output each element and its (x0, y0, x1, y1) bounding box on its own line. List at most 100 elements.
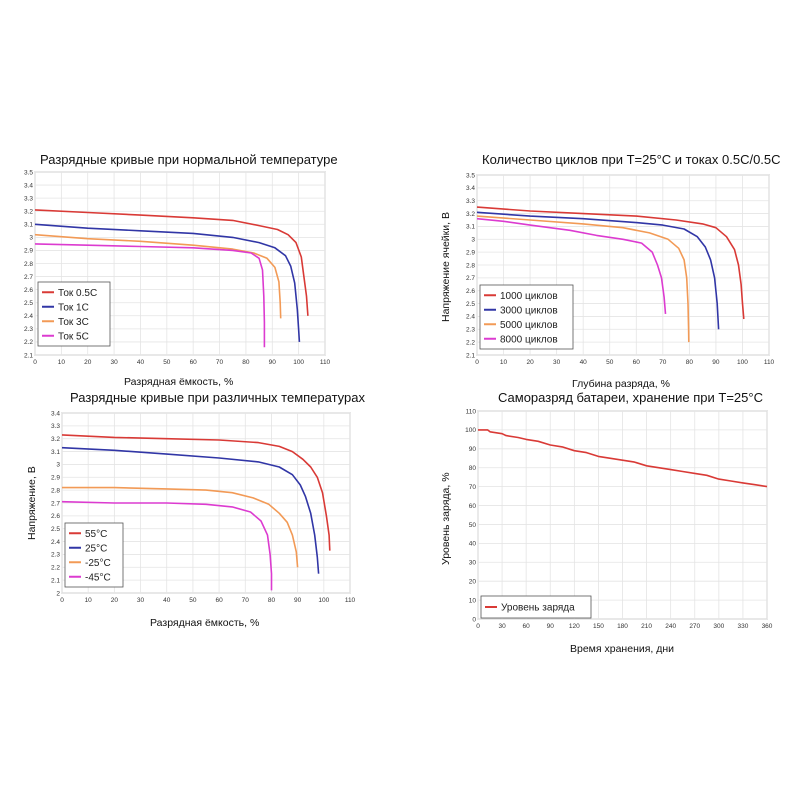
x-tick-label: 300 (713, 623, 724, 630)
x-tick-label: 10 (58, 359, 66, 366)
x-tick-label: 80 (242, 359, 250, 366)
x-tick-label: 40 (137, 359, 145, 366)
legend-label: 55°C (85, 529, 107, 540)
y-tick-label: 2.8 (466, 262, 475, 269)
y-tick-label: 3 (471, 237, 475, 244)
y-tick-label: 2.8 (24, 261, 33, 268)
legend-label: 3000 циклов (500, 305, 558, 316)
x-tick-label: 0 (60, 597, 64, 604)
x-tick-label: 50 (606, 359, 614, 366)
y-tick-label: 90 (469, 446, 477, 453)
y-tick-label: 2.9 (51, 475, 60, 482)
series-line (476, 217, 667, 314)
x-tick-label: 60 (523, 623, 531, 630)
y-tick-label: 3.3 (24, 195, 33, 202)
x-tick-label: 210 (641, 623, 652, 630)
y-tick-label: 2.6 (51, 513, 60, 520)
y-tick-label: 110 (466, 408, 477, 415)
y-tick-label: 2.7 (24, 274, 33, 281)
x-tick-label: 30 (553, 359, 561, 366)
y-tick-label: 2.1 (51, 577, 60, 584)
x-tick-label: 270 (689, 623, 700, 630)
y-tick-label: 2.5 (51, 526, 60, 533)
y-tick-label: 2.5 (466, 301, 475, 308)
x-tick-label: 70 (216, 359, 224, 366)
x-tick-label: 110 (345, 597, 356, 604)
series-line (478, 429, 768, 488)
y-tick-label: 2.2 (24, 339, 33, 346)
y-tick-label: 50 (469, 522, 477, 529)
legend-box (480, 595, 592, 619)
x-tick-label: 180 (617, 623, 628, 630)
y-tick-label: 2.3 (466, 327, 475, 334)
y-tick-label: 30 (469, 560, 477, 567)
y-tick-label: 2.1 (24, 352, 33, 359)
series-line (476, 211, 720, 330)
y-tick-label: 3.4 (466, 185, 475, 192)
x-tick-label: 330 (737, 623, 748, 630)
x-tick-label: 30 (137, 597, 145, 604)
y-tick-label: 3.2 (51, 436, 60, 443)
x-tick-label: 80 (268, 597, 276, 604)
y-tick-label: 20 (469, 578, 477, 585)
x-tick-label: 40 (580, 359, 588, 366)
y-tick-label: 80 (469, 465, 477, 472)
legend-label: Уровень заряда (501, 603, 575, 614)
series-line (61, 500, 273, 591)
x-tick-label: 50 (189, 597, 197, 604)
series-line (476, 215, 690, 343)
y-tick-label: 2.1 (466, 352, 475, 359)
legend-label: -25°C (85, 558, 111, 569)
y-tick-label: 2.2 (51, 565, 60, 572)
series-line (62, 486, 299, 568)
y-tick-label: 3.1 (24, 222, 33, 229)
y-tick-label: 3.1 (466, 224, 475, 231)
x-tick-label: 10 (85, 597, 93, 604)
y-tick-label: 2.7 (51, 500, 60, 507)
x-tick-label: 50 (163, 359, 171, 366)
y-tick-label: 2.6 (466, 288, 475, 295)
x-tick-label: 20 (111, 597, 119, 604)
x-tick-label: 60 (190, 359, 198, 366)
y-tick-label: 2.8 (51, 487, 60, 494)
x-tick-label: 360 (762, 623, 773, 630)
legend-label: 25°C (85, 543, 107, 554)
x-tick-label: 100 (318, 597, 329, 604)
y-tick-label: 2.4 (24, 313, 33, 320)
y-tick-label: 3 (56, 462, 60, 469)
y-tick-label: 2.3 (24, 326, 33, 333)
x-tick-label: 90 (547, 623, 555, 630)
y-tick-label: 3.2 (24, 209, 33, 216)
x-tick-label: 100 (293, 359, 304, 366)
y-tick-label: 2.9 (466, 249, 475, 256)
y-tick-label: 2 (56, 590, 60, 597)
y-tick-label: 2.4 (51, 539, 60, 546)
y-tick-label: 3.3 (466, 198, 475, 205)
series-line (34, 223, 301, 342)
series-line (61, 434, 331, 551)
y-tick-label: 3.2 (466, 211, 475, 218)
x-tick-label: 10 (500, 359, 508, 366)
series-line (61, 446, 320, 574)
x-tick-label: 0 (476, 623, 480, 630)
x-tick-label: 0 (475, 359, 479, 366)
x-tick-label: 240 (665, 623, 676, 630)
y-tick-label: 3.5 (466, 172, 475, 179)
y-tick-label: 2.3 (51, 552, 60, 559)
y-tick-label: 3 (29, 235, 33, 242)
x-tick-label: 110 (320, 359, 331, 366)
x-tick-label: 30 (110, 359, 118, 366)
legend-label: -45°C (85, 572, 111, 583)
legend-label: Ток 0.5С (58, 288, 97, 299)
legend-label: 8000 циклов (500, 334, 558, 345)
legend-label: 1000 циклов (500, 291, 558, 302)
x-tick-label: 90 (269, 359, 277, 366)
y-tick-label: 3.1 (51, 449, 60, 456)
series-line (34, 243, 266, 348)
x-axis-label: Глубина разряда, % (572, 378, 670, 390)
x-tick-label: 120 (569, 623, 580, 630)
legend-label: Ток 5С (58, 331, 89, 342)
legend-label: Ток 1С (58, 302, 89, 313)
